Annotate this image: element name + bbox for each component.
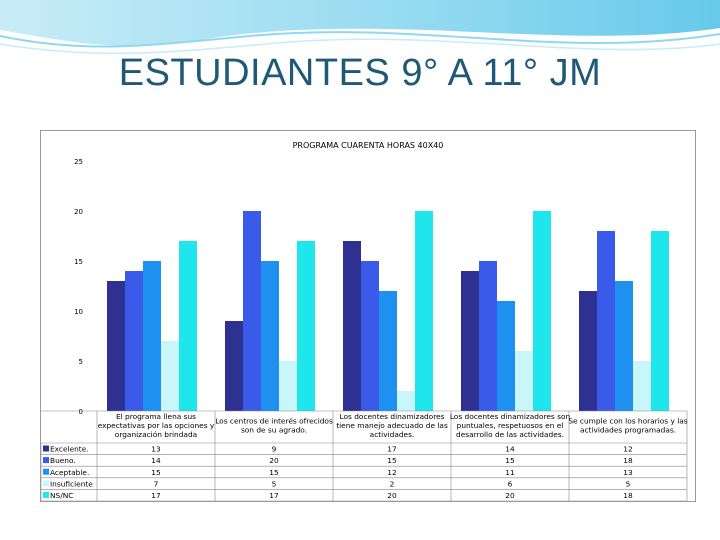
bar xyxy=(143,261,161,411)
data-value: 20 xyxy=(505,491,515,500)
data-value: 9 xyxy=(272,445,277,454)
bar xyxy=(633,361,651,411)
legend-label: Excelente. xyxy=(50,445,89,454)
header-wave-decoration xyxy=(0,0,720,55)
bar xyxy=(533,211,551,411)
bar xyxy=(461,271,479,411)
data-value: 15 xyxy=(269,468,279,477)
y-tick-label: 25 xyxy=(74,158,83,166)
bar xyxy=(343,241,361,411)
bar xyxy=(361,261,379,411)
bar xyxy=(397,391,415,411)
y-tick-label: 10 xyxy=(74,308,83,316)
data-value: 20 xyxy=(387,491,397,500)
legend-label: Bueno. xyxy=(50,456,76,465)
bar xyxy=(243,211,261,411)
bar xyxy=(479,261,497,411)
data-value: 11 xyxy=(505,468,515,477)
category-label: El programa llena sus expectativas por la… xyxy=(98,412,215,439)
data-value: 20 xyxy=(269,456,279,465)
bar xyxy=(279,361,297,411)
legend-swatch xyxy=(43,468,49,475)
y-tick-label: 0 xyxy=(79,408,83,416)
category-label: Se cumple con los horarios y las activida… xyxy=(568,417,687,435)
bar xyxy=(297,241,315,411)
data-value: 13 xyxy=(151,445,161,454)
bar xyxy=(497,301,515,411)
legend-label: Insuficiente xyxy=(50,479,93,488)
data-value: 18 xyxy=(623,456,633,465)
data-value: 5 xyxy=(272,479,277,488)
legend-label: NS/NC xyxy=(50,491,73,500)
legend-swatch xyxy=(43,457,49,464)
chart-title: PROGRAMA CUARENTA HORAS 40X40 xyxy=(293,141,444,150)
legend-swatch xyxy=(43,480,49,487)
bar xyxy=(179,241,197,411)
data-value: 5 xyxy=(626,479,631,488)
data-value: 12 xyxy=(387,468,396,477)
data-value: 17 xyxy=(151,491,161,500)
bar xyxy=(597,231,615,411)
bar xyxy=(225,321,243,411)
bar xyxy=(651,231,669,411)
category-label: Los centros de interés ofrecidos son de s… xyxy=(215,417,333,435)
bar-chart: PROGRAMA CUARENTA HORAS 40X400510152025E… xyxy=(40,141,688,502)
y-tick-label: 20 xyxy=(74,208,83,216)
bar xyxy=(125,271,143,411)
bar xyxy=(515,351,533,411)
bar xyxy=(261,261,279,411)
slide-title: ESTUDIANTES 9° A 11° JM xyxy=(118,52,602,94)
data-value: 14 xyxy=(505,445,515,454)
chart-frame: PROGRAMA CUARENTA HORAS 40X40 0 5 10 15 20 25 E… xyxy=(40,130,696,502)
data-value: 15 xyxy=(505,456,515,465)
data-value: 15 xyxy=(151,468,161,477)
data-value: 14 xyxy=(151,456,161,465)
bar xyxy=(615,281,633,411)
legend-swatch xyxy=(43,445,49,452)
category-label: Los docentes dinamizadores tiene manejo a… xyxy=(336,412,448,439)
data-value: 12 xyxy=(623,445,632,454)
data-value: 6 xyxy=(508,479,513,488)
category-label: Los docentes dinamizadores son puntuales,… xyxy=(450,412,571,439)
data-value: 15 xyxy=(387,456,397,465)
data-value: 18 xyxy=(623,491,633,500)
bar xyxy=(161,341,179,411)
legend-label: Aceptable. xyxy=(50,468,89,477)
bar xyxy=(107,281,125,411)
bar xyxy=(415,211,433,411)
data-value: 17 xyxy=(269,491,279,500)
data-value: 7 xyxy=(154,479,159,488)
data-value: 17 xyxy=(387,445,397,454)
data-value: 2 xyxy=(390,479,395,488)
legend-swatch xyxy=(43,491,49,498)
y-tick-label: 5 xyxy=(79,358,83,366)
bar xyxy=(579,291,597,411)
y-tick-label: 15 xyxy=(74,258,83,266)
data-value: 13 xyxy=(623,468,633,477)
bar xyxy=(379,291,397,411)
